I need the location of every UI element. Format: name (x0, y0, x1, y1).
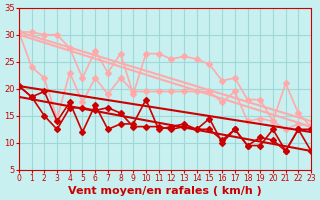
X-axis label: Vent moyen/en rafales ( km/h ): Vent moyen/en rafales ( km/h ) (68, 186, 262, 196)
